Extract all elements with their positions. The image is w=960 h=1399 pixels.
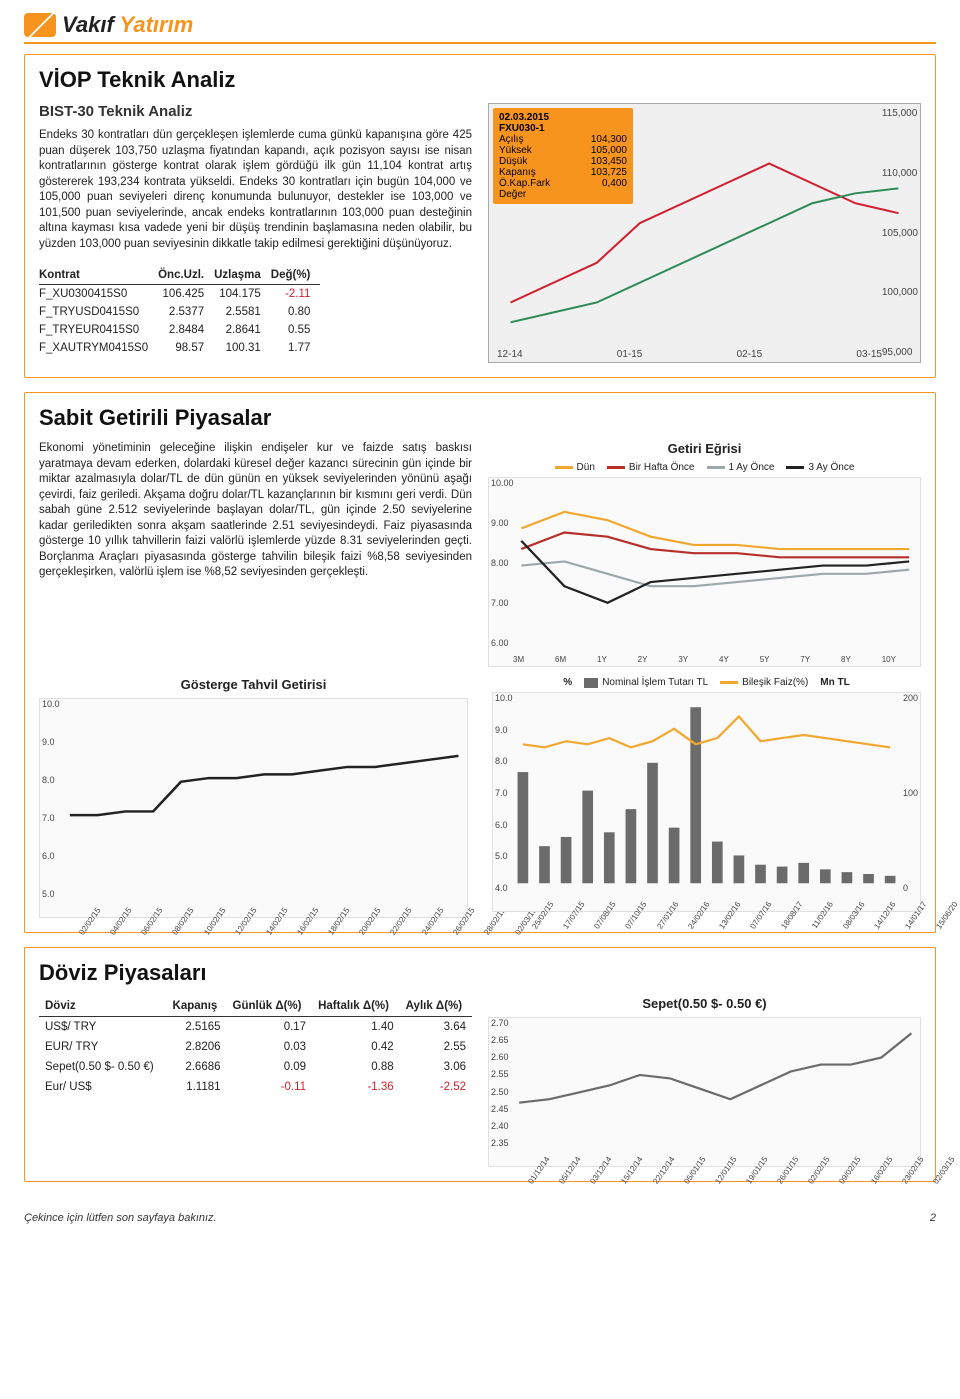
table-row: F_XAUTRYM0415S098.57100.311.77 [39, 339, 320, 357]
fx-table: DövizKapanışGünlük Δ(%)Haftalık Δ(%)Aylı… [39, 996, 472, 1097]
viop-price-chart: 02.03.2015 FXU030-1 Açılış104,300Yüksek1… [488, 103, 921, 363]
fx-title: Döviz Piyasaları [39, 960, 921, 986]
viop-contracts-table: KontratÖnc.Uzl.UzlaşmaDeğ(%) F_XU0300415… [39, 266, 320, 357]
table-row: Sepet(0.50 $- 0.50 €)2.66860.090.883.06 [39, 1057, 472, 1077]
table-row: F_XU0300415S0106.425104.175-2.11 [39, 285, 320, 304]
brand-logo: Vakıf Yatırım [24, 12, 936, 38]
yield-curve-chart: 10.009.008.007.006.00 3M6M1Y2Y3Y4Y5Y7Y8Y… [488, 477, 921, 667]
viop-subtitle: BIST-30 Teknik Analiz [39, 103, 472, 120]
brand-name: Vakıf Yatırım [62, 12, 193, 38]
fixed-income-title: Sabit Getirili Piyasalar [39, 405, 921, 431]
page-number: 2 [930, 1212, 936, 1224]
basket-chart: 2.702.652.602.552.502.452.402.35 01/12/1… [488, 1017, 921, 1167]
benchmark-chart: 10.09.08.07.06.05.0 02/02/1504/02/1506/0… [39, 698, 468, 918]
fixed-income-panel: Sabit Getirili Piyasalar Ekonomi yönetim… [24, 392, 936, 933]
brand-mark-icon [24, 13, 56, 37]
page-footer: Çekince için lütfen son sayfaya bakınız.… [24, 1212, 936, 1224]
table-row: US$/ TRY2.51650.171.403.64 [39, 1017, 472, 1038]
benchmark-title: Gösterge Tahvil Getirisi [39, 677, 468, 692]
brand-part2: Yatırım [120, 12, 194, 37]
footer-note: Çekince için lütfen son sayfaya bakınız. [24, 1212, 217, 1224]
table-row: F_TRYEUR0415S02.84842.86410.55 [39, 321, 320, 339]
nominal-chart: 10.09.08.07.06.05.04.0 2001000 25/02/151… [492, 692, 921, 912]
viop-body: Endeks 30 kontratları dün gerçekleşen iş… [39, 128, 472, 252]
yield-curve-legend: DünBir Hafta Önce1 Ay Önce3 Ay Önce [488, 462, 921, 473]
viop-title: VİOP Teknik Analiz [39, 67, 921, 93]
table-row: EUR/ TRY2.82060.030.422.55 [39, 1037, 472, 1057]
viop-panel: VİOP Teknik Analiz BIST-30 Teknik Analiz… [24, 54, 936, 378]
fx-panel: Döviz Piyasaları DövizKapanışGünlük Δ(%)… [24, 947, 936, 1182]
basket-title: Sepet(0.50 $- 0.50 €) [488, 996, 921, 1011]
table-row: F_TRYUSD0415S02.53772.55810.80 [39, 303, 320, 321]
yield-curve-title: Getiri Eğrisi [488, 441, 921, 456]
brand-part1: Vakıf [62, 12, 114, 37]
header-rule [24, 42, 936, 44]
table-row: Eur/ US$1.1181-0.11-1.36-2.52 [39, 1077, 472, 1097]
fixed-income-body: Ekonomi yönetiminin geleceğine ilişkin e… [39, 441, 472, 581]
nominal-legend: %Nominal İşlem Tutarı TLBileşik Faiz(%)M… [492, 677, 921, 688]
